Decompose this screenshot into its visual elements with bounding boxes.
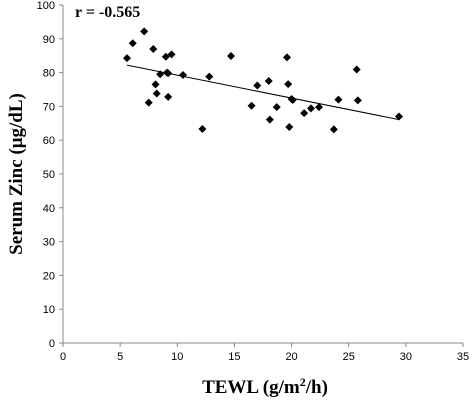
data-point [288, 95, 297, 104]
data-point [264, 77, 273, 86]
data-points [123, 27, 403, 134]
data-point [128, 39, 137, 48]
data-point [152, 89, 161, 98]
x-tick-label: 20 [285, 351, 297, 363]
correlation-annotation: r = -0.565 [75, 4, 140, 21]
data-point [161, 52, 170, 61]
data-point [285, 123, 294, 132]
y-tick-label: 40 [43, 203, 55, 215]
y-tick-label: 20 [43, 270, 55, 282]
data-point [156, 70, 165, 79]
x-tick-label: 25 [343, 351, 355, 363]
data-point [307, 104, 315, 113]
data-point [164, 92, 173, 101]
x-axis-label-post: /h) [305, 377, 328, 398]
axes [62, 5, 463, 344]
x-tick-label: 35 [457, 351, 469, 363]
data-point [167, 50, 176, 59]
x-axis-label-pre: TEWL (g/m [202, 377, 300, 398]
y-tick-label: 50 [43, 169, 55, 181]
data-point [123, 54, 131, 63]
x-tick-label: 30 [400, 351, 412, 363]
data-point [144, 98, 153, 107]
data-point [300, 109, 309, 118]
y-tick-label: 100 [37, 0, 55, 12]
trendline-group [126, 64, 400, 121]
x-axis-label: TEWL (g/m2/h) [202, 375, 328, 398]
data-point [253, 81, 262, 90]
y-tick-label: 0 [49, 338, 55, 350]
data-point [334, 95, 343, 104]
y-tick-label: 10 [43, 304, 55, 316]
data-point [283, 53, 291, 62]
y-tick-label: 60 [43, 135, 55, 147]
data-point [205, 72, 214, 81]
data-point [315, 103, 323, 112]
y-tick-label: 70 [43, 101, 55, 113]
data-point [164, 69, 173, 78]
data-point [247, 101, 256, 110]
y-tick-label: 90 [43, 34, 55, 46]
data-point [151, 80, 160, 89]
y-tick-label: 80 [43, 68, 55, 80]
data-point [265, 115, 274, 124]
data-point [227, 52, 235, 61]
x-tick-label: 0 [60, 351, 66, 363]
data-point [284, 80, 293, 89]
x-axis-label-sup: 2 [300, 375, 306, 389]
x-tick-label: 5 [117, 351, 123, 363]
data-point [272, 103, 281, 112]
y-axis-label: Serum Zinc (μg/dL) [6, 93, 27, 255]
data-point [198, 125, 207, 134]
y-ticks: 0 10 20 30 40 50 60 70 80 90 100 [37, 0, 63, 350]
y-tick-label: 30 [43, 237, 55, 249]
data-point [179, 70, 187, 79]
x-tick-label: 15 [228, 351, 240, 363]
x-ticks: 0 5 10 15 20 25 30 35 [60, 343, 469, 363]
data-point [149, 44, 158, 53]
data-point [329, 125, 338, 134]
data-point [140, 27, 149, 36]
data-point [395, 112, 403, 121]
data-point [353, 96, 362, 105]
trendline [126, 64, 400, 121]
data-point [352, 65, 361, 74]
x-tick-label: 10 [171, 351, 183, 363]
